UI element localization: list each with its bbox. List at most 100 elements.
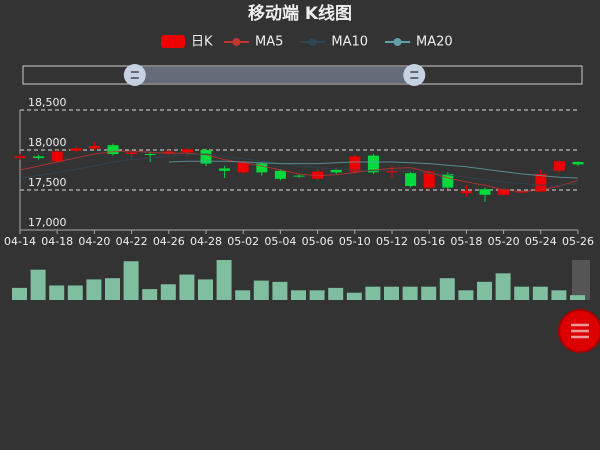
candle-body — [535, 174, 547, 192]
x-tick-label: 05-16 — [413, 235, 445, 248]
candle-body — [405, 173, 417, 186]
x-tick-label: 05-24 — [525, 235, 557, 248]
volume-bar — [235, 290, 251, 300]
volume-bar — [49, 285, 65, 300]
legend-dot — [232, 38, 241, 46]
candle-body — [460, 190, 472, 194]
volume-bar — [346, 292, 362, 300]
volume-bar — [570, 295, 585, 300]
volume-bar — [384, 286, 399, 300]
volume-bar — [309, 290, 325, 300]
volume-bar — [421, 286, 437, 300]
x-tick-label: 05-06 — [302, 235, 334, 248]
legend-dot — [308, 38, 317, 46]
volume-bar — [179, 274, 195, 300]
candle-body — [33, 156, 45, 158]
volume-bar — [365, 286, 381, 300]
candle-body — [572, 162, 584, 165]
candle-body — [181, 149, 193, 153]
volume-bar — [477, 281, 492, 300]
x-tick-label: 05-20 — [488, 235, 520, 248]
candle-body — [442, 174, 454, 188]
candle-body — [386, 170, 398, 173]
menu-button[interactable] — [558, 309, 600, 353]
x-tick-label: 05-02 — [227, 235, 259, 248]
zoom-handle[interactable] — [123, 64, 146, 86]
x-tick-label: 04-22 — [116, 235, 148, 248]
volume-bar — [123, 261, 139, 300]
zoom-frame[interactable] — [22, 65, 583, 85]
volume-bar — [532, 286, 548, 300]
candle-body — [237, 162, 249, 173]
volume-bar — [12, 287, 27, 300]
volume-bar — [495, 273, 511, 300]
volume-bar — [551, 290, 567, 300]
candle-body — [498, 189, 510, 195]
volume-bar — [402, 286, 418, 300]
volume-bar — [198, 279, 213, 300]
volume-bar — [30, 269, 46, 300]
volume-zoom-handle[interactable] — [572, 260, 590, 300]
x-tick-label: 05-10 — [339, 235, 371, 248]
candle-body — [553, 161, 565, 171]
ma-line — [19, 153, 579, 186]
candle-body — [163, 151, 175, 154]
candle-body — [70, 148, 82, 151]
volume-bar — [253, 280, 269, 300]
candle-body — [256, 163, 268, 173]
zoom-handle-grip — [410, 71, 419, 79]
zoom-handle[interactable] — [403, 64, 426, 86]
x-tick-label: 04-26 — [153, 235, 185, 248]
x-tick-label: 05-18 — [450, 235, 482, 248]
candle-body — [51, 151, 63, 162]
candle-body — [367, 155, 379, 173]
volume-bar — [458, 290, 474, 300]
y-tick-label: 18,000 — [28, 136, 67, 149]
y-tick-label: 18,500 — [28, 96, 67, 109]
y-tick-label: 17,000 — [28, 216, 67, 229]
volume-bar — [439, 278, 455, 300]
volume-bar — [105, 278, 120, 300]
volume-bar — [216, 260, 232, 300]
x-tick-label: 05-26 — [562, 235, 594, 248]
candle-body — [126, 152, 138, 154]
volume-bar — [272, 281, 288, 300]
legend-label: MA10 — [331, 35, 368, 50]
candle-body — [144, 154, 156, 155]
volume-bar — [514, 286, 530, 300]
candle-body — [293, 175, 305, 177]
candle-body — [14, 156, 26, 158]
volume-bar — [142, 289, 158, 300]
volume-bar — [291, 290, 306, 300]
chart-title: 移动端 K线图 — [248, 3, 352, 24]
ma-line — [168, 160, 579, 179]
volume-bar — [328, 287, 344, 300]
zoom-selection — [134, 67, 415, 83]
candle-body — [349, 156, 361, 172]
candle-body — [88, 146, 100, 149]
candle-body — [423, 171, 435, 188]
x-tick-label: 04-14 — [4, 235, 36, 248]
y-tick-label: 17,500 — [28, 176, 67, 189]
legend-label: MA20 — [416, 35, 453, 50]
x-tick-label: 05-04 — [264, 235, 296, 248]
volume-bar — [86, 279, 102, 300]
candle-body — [219, 168, 231, 171]
volume-bar — [67, 285, 83, 300]
x-tick-label: 04-28 — [190, 235, 222, 248]
x-tick-label: 05-12 — [376, 235, 408, 248]
ma-line — [19, 150, 579, 193]
candle-body — [107, 145, 119, 154]
zoom-handle-grip — [130, 71, 139, 79]
candle-body — [200, 150, 212, 164]
x-tick-label: 04-20 — [78, 235, 110, 248]
candle-body — [479, 189, 491, 195]
menu-icon — [571, 323, 589, 339]
candle-body — [330, 170, 342, 173]
legend-label: MA5 — [255, 35, 283, 50]
volume-bar — [160, 284, 176, 300]
legend-swatch — [161, 35, 185, 48]
legend-dot — [393, 38, 402, 46]
candle-body — [274, 170, 286, 179]
